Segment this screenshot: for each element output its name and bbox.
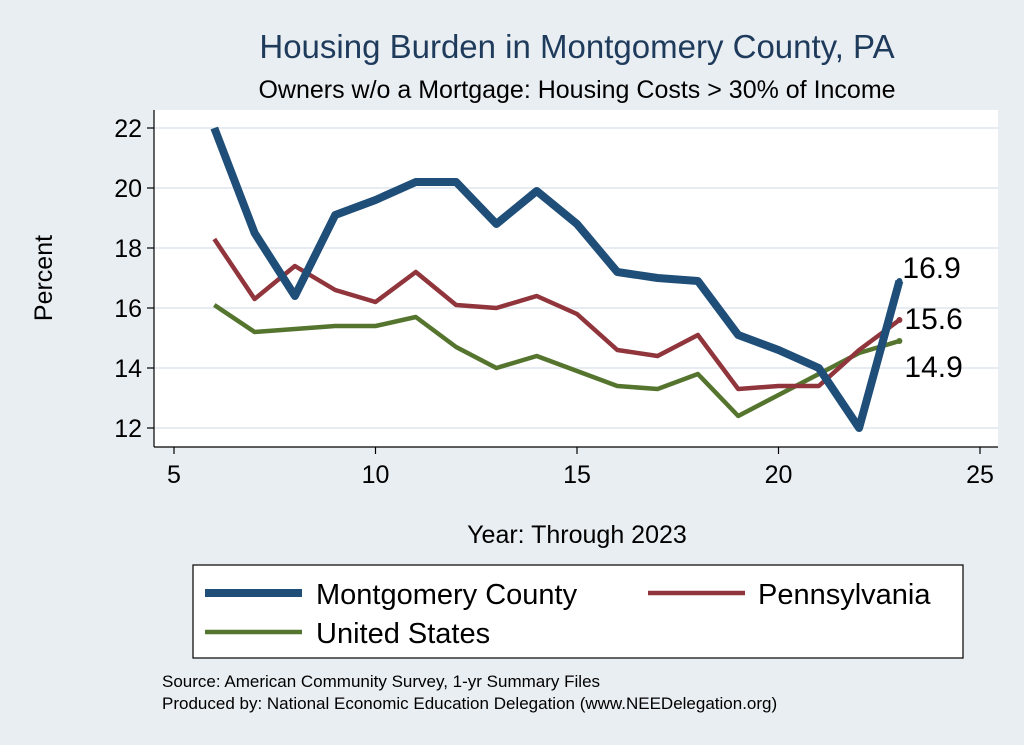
y-tick-label: 18 [114, 235, 142, 263]
legend: Montgomery County Pennsylvania United Stat… [205, 579, 931, 650]
series-lines [210, 126, 904, 432]
series-end-point [896, 338, 903, 344]
axes [153, 110, 998, 448]
series-line-montgomery-county [210, 126, 904, 432]
x-tick-label: 25 [966, 461, 994, 489]
chart-subtitle: Owners w/o a Mortgage: Housing Costs > 3… [258, 76, 895, 104]
produced-by-note: Produced by: National Economic Education… [162, 694, 777, 713]
y-tick-label: 14 [114, 355, 142, 383]
legend-label: Pennsylvania [758, 579, 931, 611]
x-tick-label: 10 [362, 461, 390, 489]
end-value-label: 15.6 [904, 303, 962, 336]
series-end-point [896, 278, 903, 284]
y-tick-label: 20 [114, 175, 142, 203]
tick-labels: 12 14 16 18 20 22 5 10 15 20 25 [114, 115, 994, 489]
legend-box [192, 564, 964, 659]
series-line-pennsylvania [212, 237, 901, 392]
source-note: Source: American Community Survey, 1-yr … [162, 672, 600, 691]
y-tick-label: 12 [114, 415, 142, 443]
legend-label: Montgomery County [316, 579, 578, 611]
y-tick-label: 16 [114, 295, 142, 323]
end-labels: 16.9 15.6 14.9 [902, 252, 962, 384]
legend-label: United States [316, 618, 490, 650]
y-tick-label: 22 [114, 115, 142, 143]
x-tick-label: 20 [765, 461, 793, 489]
plot-area [154, 110, 998, 447]
end-value-label: 16.9 [902, 252, 960, 285]
x-tick-label: 15 [563, 461, 591, 489]
end-value-label: 14.9 [904, 351, 962, 384]
chart-title: Housing Burden in Montgomery County, PA [259, 28, 894, 65]
x-tick-label: 5 [167, 461, 181, 489]
y-axis-title: Percent [30, 235, 58, 321]
grid-lines [154, 127, 998, 429]
series-line-united-states [213, 303, 901, 419]
series-end-point [896, 317, 903, 323]
x-axis-title: Year: Through 2023 [467, 521, 687, 549]
